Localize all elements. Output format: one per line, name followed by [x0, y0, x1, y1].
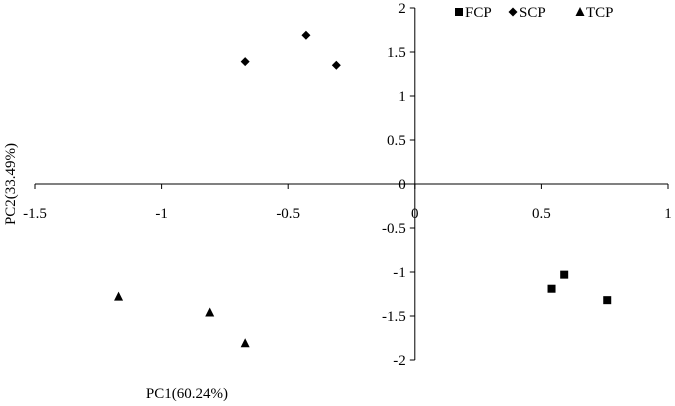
scp-legend-icon [508, 7, 518, 17]
y-tick-label: 0 [398, 177, 406, 193]
legend: FCP SCP TCP [455, 5, 614, 21]
fcp-point [547, 284, 556, 293]
y-tick-label: 2 [398, 1, 406, 17]
y-tick-label: -0.5 [382, 221, 406, 237]
scp-point [331, 60, 341, 70]
y-tick-label: 1.5 [387, 45, 406, 61]
scp-legend-label: SCP [519, 5, 546, 21]
tcp-point [205, 307, 215, 317]
fcp-legend-label: FCP [465, 5, 492, 21]
x-axis-ticks: -1.5 -1 -0.5 0 0.5 1 [23, 184, 672, 222]
x-tick-label: -0.5 [276, 206, 300, 222]
scp-point [240, 57, 250, 67]
y-tick-label: -1 [393, 265, 406, 281]
y-tick-label: 0.5 [387, 133, 406, 149]
axes [35, 8, 668, 360]
x-tick-label: -1 [155, 206, 168, 222]
y-tick-label: 1 [398, 89, 406, 105]
fcp-point [603, 296, 612, 305]
y-tick-label: -1.5 [382, 309, 406, 325]
tcp-point [114, 291, 124, 301]
data-points [114, 30, 612, 348]
fcp-legend-icon [455, 8, 463, 16]
tcp-legend-icon [575, 7, 585, 16]
y-axis-title: PC2(33.49%) [3, 143, 19, 225]
scp-point [301, 30, 311, 40]
y-axis-ticks: -2 -1.5 -1 -0.5 0 0.5 1 1.5 2 [382, 1, 415, 369]
x-tick-label: -1.5 [23, 206, 47, 222]
tcp-legend-label: TCP [586, 5, 614, 21]
x-tick-label: 0.5 [532, 206, 551, 222]
fcp-point [560, 270, 569, 279]
y-tick-label: -2 [393, 353, 406, 369]
x-tick-label: 0 [411, 206, 419, 222]
x-tick-label: 1 [664, 206, 672, 222]
tcp-point [240, 338, 250, 348]
x-axis-title: PC1(60.24%) [146, 386, 228, 402]
